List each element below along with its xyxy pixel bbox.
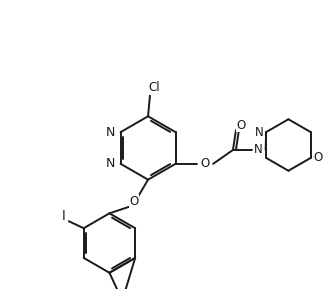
Text: O: O xyxy=(313,151,322,164)
Text: O: O xyxy=(201,157,210,170)
Text: N: N xyxy=(254,144,263,156)
Text: O: O xyxy=(130,195,139,208)
Text: l: l xyxy=(62,210,66,223)
Text: N: N xyxy=(105,157,115,170)
Text: N: N xyxy=(105,126,115,139)
Text: N: N xyxy=(255,126,263,139)
Text: O: O xyxy=(236,119,246,132)
Text: Cl: Cl xyxy=(148,81,160,94)
